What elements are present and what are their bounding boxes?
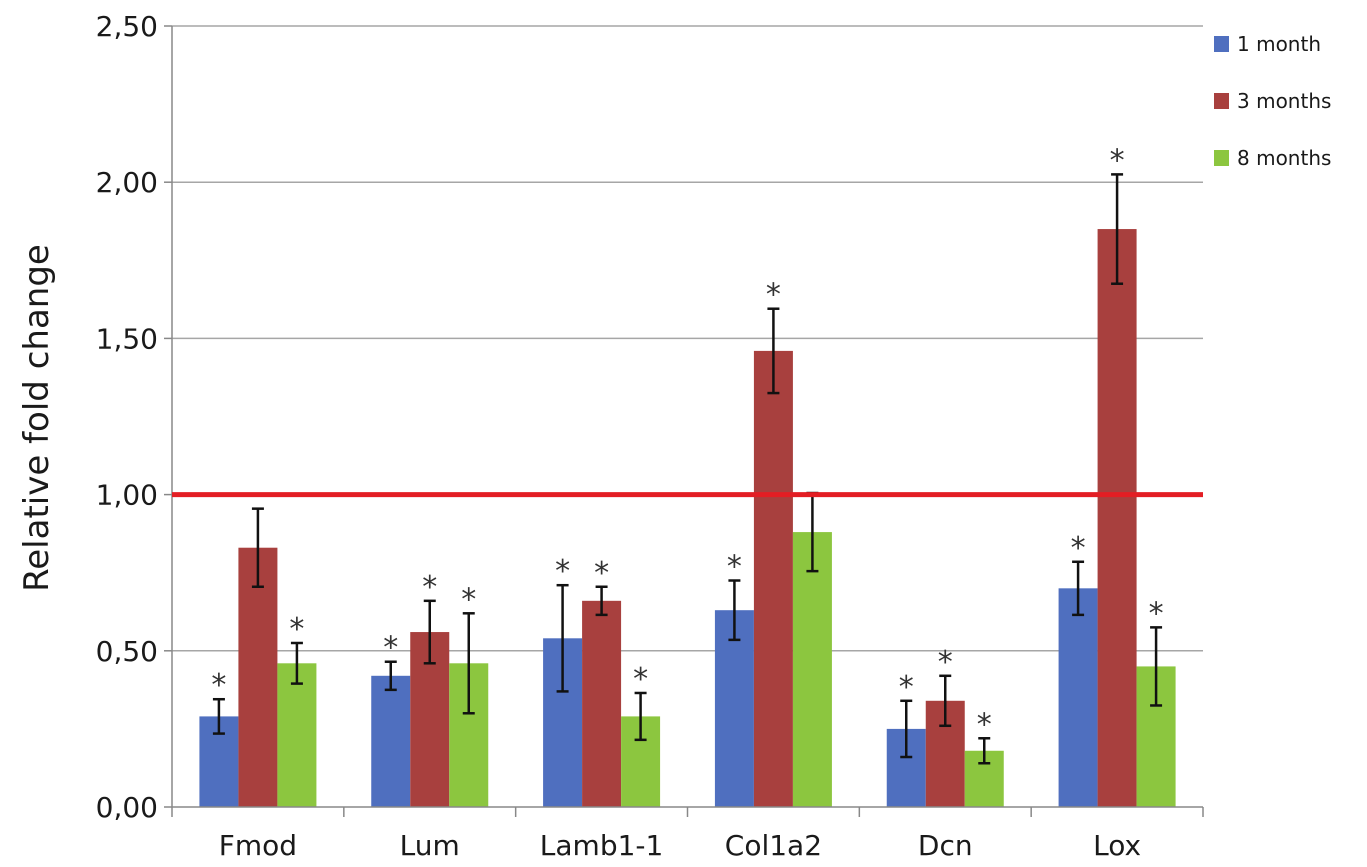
- significance-asterisk: *: [461, 582, 476, 617]
- legend-label: 1 month: [1237, 32, 1321, 56]
- bar: [753, 350, 793, 807]
- y-tick-label: 0,00: [96, 791, 158, 824]
- axes: [171, 26, 1204, 817]
- category-label: Lum: [400, 829, 460, 862]
- bar: [371, 675, 411, 807]
- bar: [582, 600, 622, 807]
- significance-asterisk: *: [289, 612, 304, 647]
- legend: 1 month 3 months 8 months: [1214, 32, 1331, 170]
- legend-label: 3 months: [1237, 89, 1331, 113]
- y-tick-label: 1,50: [96, 322, 158, 355]
- category-label: Fmod: [219, 829, 297, 862]
- category-label: Dcn: [918, 829, 973, 862]
- y-tick-label: 2,50: [96, 10, 158, 43]
- bar: [1097, 229, 1137, 807]
- category-label: Lox: [1093, 829, 1141, 862]
- bar: [277, 663, 317, 807]
- significance-asterisk: *: [766, 278, 781, 313]
- y-tick-label: 1,00: [96, 479, 158, 512]
- category-label: Col1a2: [725, 829, 822, 862]
- legend-swatch: [1214, 36, 1229, 52]
- category-labels: Fmod Lum Lamb1-1 Col1a2 Dcn Lox: [219, 829, 1141, 862]
- significance-asterisk: *: [594, 556, 609, 591]
- bars: [199, 229, 1176, 807]
- significance-asterisk: *: [555, 554, 570, 589]
- y-axis-ticks: 0,00 0,50 1,00 1,50 2,00 2,50: [96, 10, 172, 824]
- significance-asterisk: *: [899, 670, 914, 705]
- significance-asterisk: *: [1149, 596, 1164, 631]
- significance-asterisk: *: [633, 662, 648, 697]
- significance-asterisk: *: [977, 707, 992, 742]
- significance-asterisk: *: [422, 570, 437, 605]
- legend-label: 8 months: [1237, 146, 1331, 170]
- bar: [1058, 588, 1098, 807]
- bar: [792, 532, 832, 807]
- significance-asterisk: *: [211, 668, 226, 703]
- significance-marks: * * * * * * * * * * * * * * * *: [211, 143, 1163, 742]
- significance-asterisk: *: [383, 631, 398, 666]
- legend-swatch: [1214, 150, 1229, 166]
- significance-asterisk: *: [1071, 531, 1086, 566]
- y-tick-label: 0,50: [96, 635, 158, 668]
- grid-lines: [172, 25, 1203, 652]
- y-tick-label: 2,00: [96, 166, 158, 199]
- bar: [238, 547, 278, 807]
- y-axis-title: Relative fold change: [17, 244, 57, 592]
- significance-asterisk: *: [938, 645, 953, 680]
- significance-asterisk: *: [1110, 143, 1125, 178]
- error-bars: [212, 173, 1163, 765]
- significance-asterisk: *: [727, 550, 742, 585]
- category-label: Lamb1-1: [540, 829, 664, 862]
- legend-swatch: [1214, 93, 1229, 109]
- bar: [714, 610, 754, 807]
